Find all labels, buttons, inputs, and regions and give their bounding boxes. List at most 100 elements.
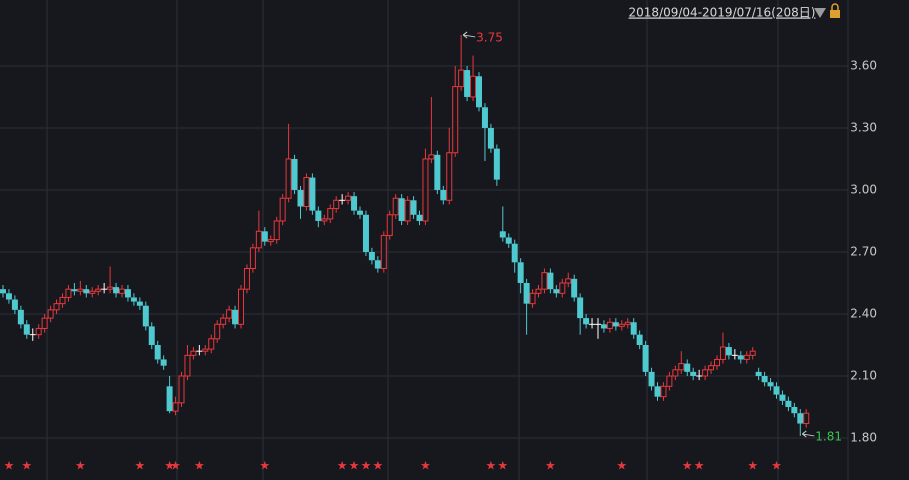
candle-body (71, 289, 78, 292)
candle-body (785, 400, 792, 408)
candle-body (220, 317, 227, 325)
candle-body (184, 354, 191, 377)
candle-body (285, 158, 292, 199)
candle-body (273, 220, 280, 241)
candle-body (791, 407, 798, 414)
candle-body (148, 326, 155, 345)
candle-body (17, 309, 24, 325)
event-star: ★ (361, 459, 372, 473)
candle-body (600, 324, 607, 329)
candle-body (505, 237, 512, 244)
candle-body (172, 402, 179, 412)
y-tick-label: 1.80 (850, 431, 877, 445)
candle-body (719, 346, 726, 360)
annotation-arrow (462, 31, 476, 39)
candle-body (35, 327, 42, 336)
candle-body (714, 358, 720, 367)
candle-body (606, 321, 613, 329)
candle-body (803, 412, 810, 425)
candle-body (487, 127, 494, 149)
y-tick-label: 2.40 (850, 306, 877, 320)
event-star: ★ (194, 459, 205, 473)
candle-body (684, 363, 691, 372)
candle-body (678, 363, 685, 371)
candle-body (95, 288, 102, 292)
candle-body (470, 75, 477, 98)
candle-body (267, 239, 274, 243)
event-star: ★ (4, 459, 15, 473)
candle-body (511, 243, 518, 263)
candle-body (0, 289, 6, 294)
candle-body (368, 251, 375, 261)
candle-body (767, 382, 774, 387)
candle-body (238, 288, 244, 325)
candle-body (160, 359, 167, 366)
candle-body (481, 107, 488, 128)
event-star: ★ (682, 459, 693, 473)
candle-body (214, 323, 221, 340)
candle-body (654, 386, 661, 397)
candle-body (243, 268, 250, 290)
candle-body (345, 195, 352, 201)
candle-body (755, 371, 762, 376)
candle-body (386, 214, 393, 236)
event-star: ★ (75, 459, 86, 473)
candle-body (398, 198, 405, 221)
y-tick-label: 3.30 (850, 120, 877, 134)
candle-body (351, 196, 358, 211)
candle-body (291, 158, 298, 190)
candle-body (493, 148, 500, 180)
candle-body (23, 324, 30, 335)
candle-body (59, 296, 66, 305)
lock-icon[interactable] (830, 10, 840, 18)
candle-body (571, 278, 578, 298)
candle-body (279, 197, 286, 222)
candle-body (136, 301, 143, 306)
event-star: ★ (337, 459, 348, 473)
candle-body (458, 69, 465, 88)
candle-body (618, 323, 625, 327)
candle-body (583, 318, 590, 325)
candle-body (380, 234, 387, 270)
annotation-label: 3.75 (476, 30, 503, 44)
candle-body (178, 375, 185, 404)
dropdown-arrow[interactable] (814, 8, 826, 18)
candle-body (374, 260, 381, 269)
y-tick-label: 3.00 (850, 182, 877, 196)
candle-body (642, 344, 649, 372)
candle-body (357, 210, 363, 215)
candle-body (327, 208, 334, 220)
candle-body (773, 386, 780, 395)
event-star: ★ (694, 459, 705, 473)
candle-body (303, 177, 310, 207)
candle-body (440, 189, 447, 201)
candle-body (737, 355, 744, 360)
candle-body (261, 231, 268, 242)
candle-body (559, 282, 566, 294)
candle-body (612, 322, 619, 327)
candle-body (761, 375, 768, 383)
candle-body (702, 369, 709, 377)
candle-body (553, 289, 560, 294)
candle-body (315, 210, 322, 221)
candle-body (5, 293, 12, 300)
event-star: ★ (372, 459, 383, 473)
candle-body (517, 262, 524, 283)
date-range[interactable]: 2018/09/04-2019/07/16(208日) (629, 6, 816, 20)
candle-body (47, 309, 54, 319)
candle-body (154, 344, 161, 360)
candle-body (428, 154, 435, 160)
candle-body (190, 350, 197, 356)
y-tick-label: 3.60 (850, 58, 877, 72)
candle-body (529, 292, 536, 305)
candle-body (362, 214, 369, 252)
candle-body (434, 154, 441, 190)
event-star: ★ (486, 459, 497, 473)
candle-body (416, 214, 423, 221)
y-tick-label: 2.70 (850, 244, 877, 258)
event-star: ★ (259, 459, 270, 473)
event-star: ★ (497, 459, 508, 473)
lock-shackle (831, 3, 839, 10)
